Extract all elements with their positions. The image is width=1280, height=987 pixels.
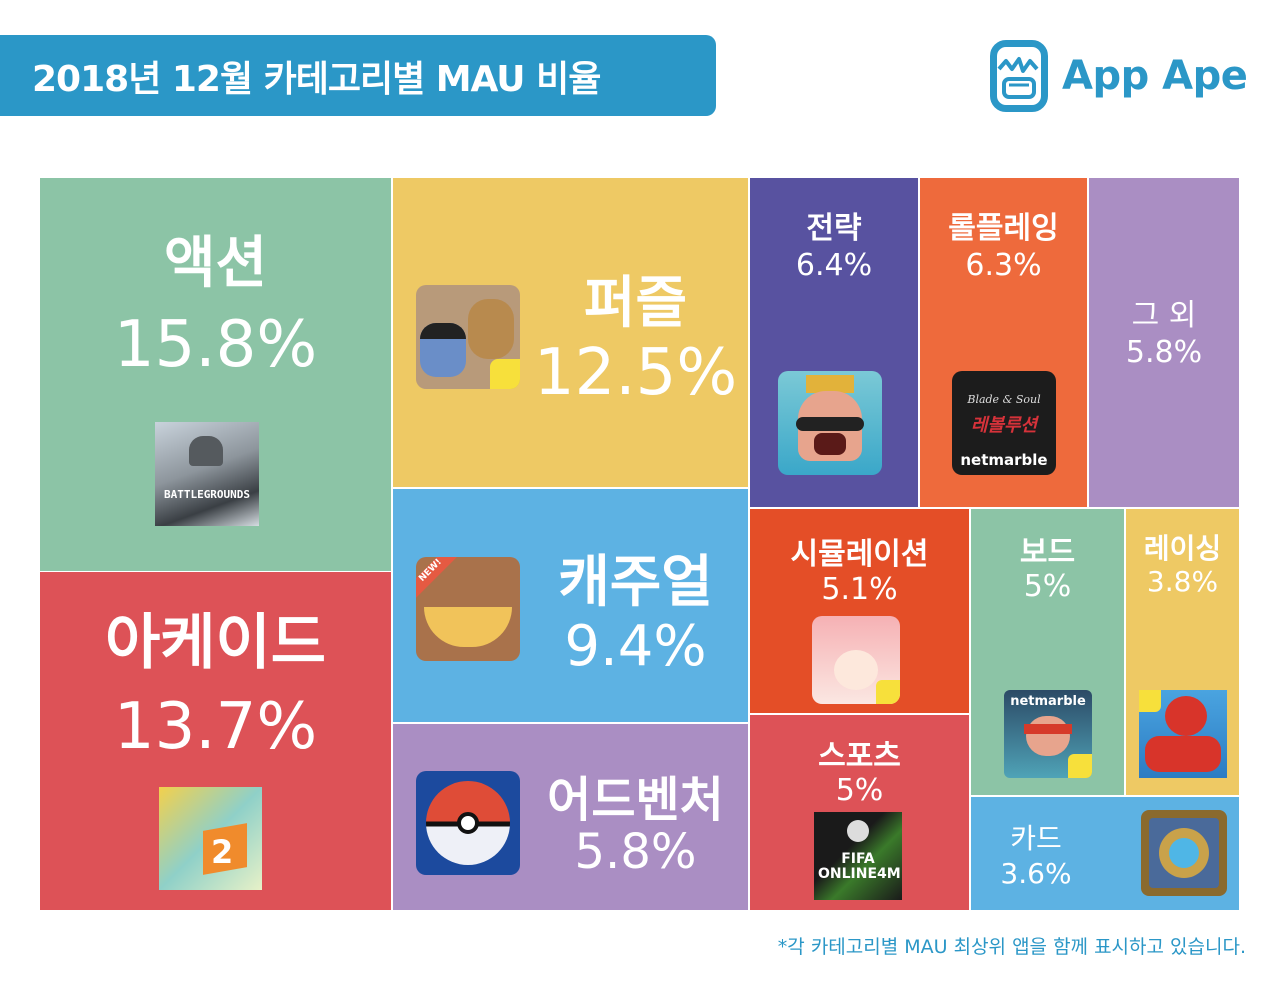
pubg-mobile-icon: BATTLEGROUNDS [155,422,259,526]
hearthstone-icon [1141,810,1227,896]
tile-board: 보드 5% netmarble [971,509,1124,795]
category-percent: 6.4% [795,248,873,283]
tile-casual: 캐주얼 9.4% NEW! [393,489,748,722]
category-percent: 5.8% [1125,335,1203,370]
page-title: 2018년 12월 카테고리별 MAU 비율 [32,58,601,100]
category-label: 레이싱 [1143,532,1222,565]
netmarble-label: netmarble [1010,694,1086,709]
category-percent: 15.8% [113,308,318,382]
tile-puzzle: 퍼즐 12.5% [393,178,748,487]
blade-soul-revolution-icon: Blade & Soul 레볼루션 netmarble [952,371,1056,475]
category-percent: 9.4% [564,614,707,679]
tile-other: 그 외 5.8% [1089,178,1239,507]
kart-racing-icon [1139,690,1227,778]
category-label: 어드벤처 [547,772,724,828]
category-label: 캐주얼 [558,550,713,615]
netmarble-label: netmarble [960,451,1048,469]
clash-royale-icon [778,371,882,475]
tile-sports: 스포츠 5% FIFA ONLINE4M [750,715,969,910]
tile-action: 액션 15.8% BATTLEGROUNDS [40,178,391,571]
tile-racing: 레이싱 3.8% [1126,509,1239,795]
ape-face-icon [990,40,1048,112]
category-label: 보드 [1019,535,1076,570]
good-pizza-icon: NEW! [416,557,520,661]
category-percent: 3.6% [1000,857,1072,890]
app-ape-logo: App Ape [990,40,1248,112]
category-label: 액션 [163,231,268,296]
logo-text: App Ape [1062,53,1248,99]
pokemon-go-icon [416,771,520,875]
category-label: 아케이드 [105,608,326,678]
category-label: 시뮬레이션 [790,537,929,572]
category-percent: 6.3% [965,248,1042,283]
tile-adventure: 어드벤처 5.8% [393,724,748,910]
category-percent: 5% [1023,569,1072,604]
tile-roleplaying: 롤플레잉 6.3% Blade & Soul 레볼루션 netmarble [920,178,1087,507]
tile-card: 카드 3.6% [971,797,1239,910]
footnote: *각 카테고리별 MAU 최상위 앱을 함께 표시하고 있습니다. [777,936,1246,958]
category-percent: 12.5% [533,336,738,410]
netmarble-board-game-icon: netmarble [1004,690,1092,778]
fifa-online-4m-icon: FIFA ONLINE4M [814,812,902,900]
category-percent: 5.8% [574,824,697,880]
title-banner: 2018년 12월 카테고리별 MAU 비율 [0,35,716,116]
anime-girl-game-icon [812,616,900,704]
category-label: 그 외 [1131,298,1197,333]
tile-simulation: 시뮬레이션 5.1% [750,509,969,713]
category-percent: 13.7% [113,690,318,764]
tile-strategy: 전략 6.4% [750,178,918,507]
category-percent: 5.1% [821,572,898,607]
paper-io-2-icon: 2 [159,787,262,890]
category-label: 카드 [1010,822,1062,855]
category-label: 롤플레잉 [948,211,1059,246]
category-label: 스포츠 [818,739,901,774]
fifa-label: FIFA ONLINE4M [818,851,901,882]
category-percent: 5% [835,773,884,808]
friends-pop-icon [416,285,520,389]
category-label: 퍼즐 [583,271,688,336]
category-percent: 3.8% [1146,565,1219,598]
category-label: 전략 [806,211,862,246]
tile-arcade: 아케이드 13.7% 2 [40,572,391,910]
